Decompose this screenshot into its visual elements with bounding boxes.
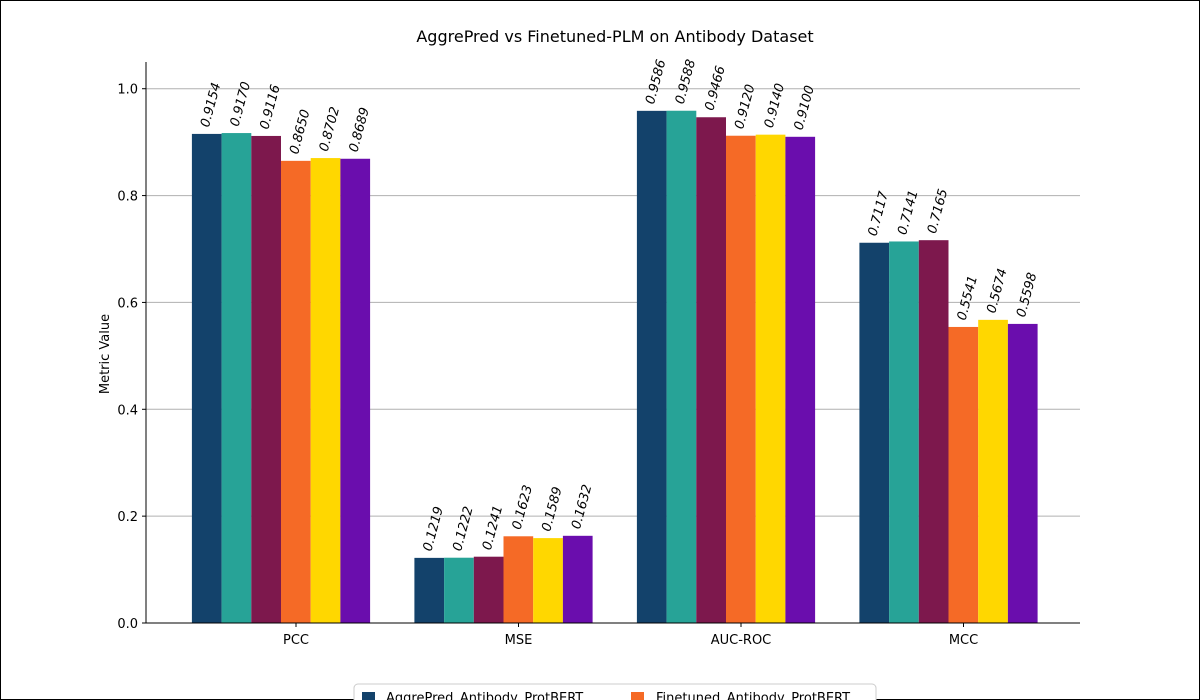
bar-value-label: 0.5541	[955, 274, 981, 322]
bar	[755, 134, 786, 624]
legend-label-aggrepred: AggrePred_Antibody_ProtBERT	[386, 691, 583, 700]
y-tick-label: 1.0	[117, 83, 138, 98]
bar-value-label: 0.8689	[347, 106, 373, 154]
y-tick-label: 0.8	[117, 190, 138, 205]
bar	[503, 536, 534, 623]
legend-swatch-finetuned	[631, 692, 644, 700]
y-axis-label: Metric Value	[98, 314, 113, 394]
bar-value-label: 0.5598	[1014, 271, 1040, 319]
bar	[1007, 323, 1038, 623]
bar	[444, 557, 474, 623]
chart-title: AggrePred vs Finetuned-PLM on Antibody D…	[416, 27, 813, 46]
bar	[281, 160, 311, 624]
bar	[859, 242, 890, 624]
bar	[978, 319, 1008, 623]
bar	[221, 133, 252, 623]
bar-value-label: 0.9100	[792, 84, 818, 132]
bar-value-label: 0.1241	[480, 504, 506, 552]
bar	[533, 538, 563, 623]
bar	[636, 110, 667, 623]
legend-box	[353, 683, 877, 700]
bar	[562, 535, 593, 623]
bar-value-label: 0.9588	[673, 58, 699, 106]
bar	[666, 110, 697, 623]
bar-value-label: 0.5674	[984, 267, 1010, 315]
bars	[191, 110, 1038, 624]
x-tick-label: AUC-ROC	[711, 633, 772, 648]
bar	[191, 133, 222, 623]
bar-value-label: 0.1589	[539, 485, 565, 533]
x-tick-label: MCC	[949, 633, 978, 648]
bar-value-label: 0.9116	[258, 83, 284, 131]
bar-value-label: 0.7165	[925, 187, 951, 235]
bar	[726, 135, 756, 623]
legend-label-finetuned: Finetuned_Antibody_ProtBERT	[656, 691, 850, 700]
bar-value-label: 0.1623	[510, 483, 536, 531]
y-tick-label: 0.6	[117, 296, 138, 311]
y-tick-label: 0.0	[117, 617, 138, 632]
bar	[948, 326, 979, 623]
legend-swatch-aggrepred	[362, 692, 375, 700]
bar-value-label: 0.1632	[569, 483, 595, 531]
bar-value-label: 0.8702	[317, 105, 343, 153]
bar	[889, 241, 919, 624]
bar-value-label: 0.1222	[450, 505, 476, 553]
bar-value-label: 0.1219	[421, 505, 447, 553]
bar	[785, 136, 816, 624]
y-tick-label: 0.4	[117, 403, 138, 418]
legend: AggrePred_Antibody_ProtBERT Finetuned_An…	[353, 683, 877, 700]
x-tick-label: PCC	[283, 633, 309, 648]
axes: 0.0 0.2 0.4 0.6 0.8 1.0 PCC MSE AUC-ROC MCC	[117, 62, 1080, 648]
y-tick-label: 0.2	[117, 510, 138, 525]
bar	[310, 158, 341, 623]
bar	[340, 158, 371, 623]
bar-value-label: 0.9170	[228, 80, 254, 128]
bar	[414, 557, 445, 623]
bar	[473, 556, 504, 623]
bar-value-label: 0.7117	[866, 189, 892, 238]
bar-value-label: 0.9120	[732, 83, 758, 131]
bar	[696, 117, 726, 623]
bar	[918, 240, 949, 624]
bar-value-label: 0.8650	[287, 108, 313, 156]
bar	[251, 135, 281, 624]
x-tick-label: MSE	[505, 633, 533, 648]
bar-value-label: 0.9586	[643, 58, 669, 106]
